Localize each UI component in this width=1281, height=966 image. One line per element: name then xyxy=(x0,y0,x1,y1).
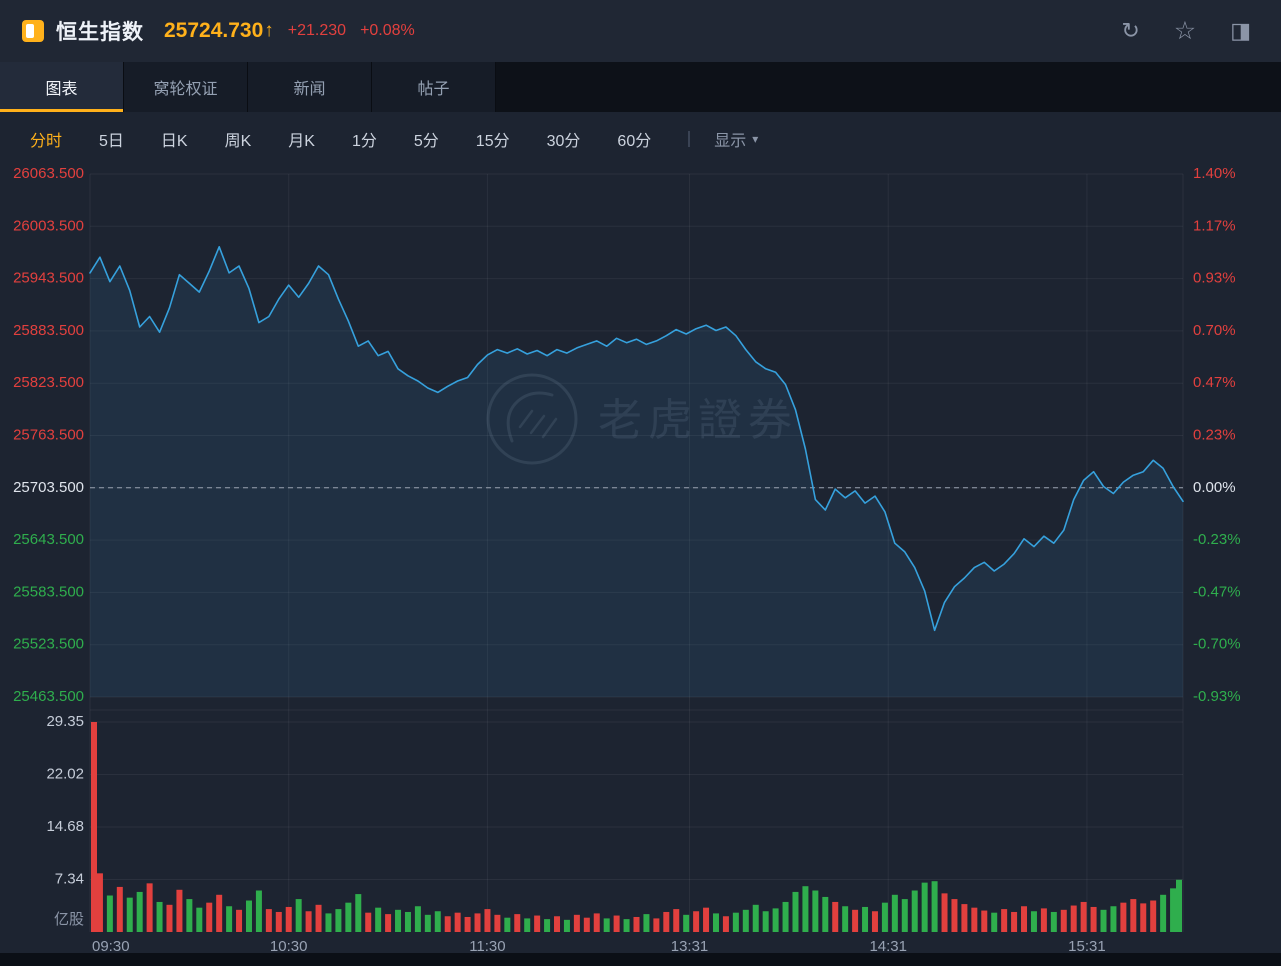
period-bar: 分时 5日 日K 周K 月K 1分 5分 15分 30分 60分 显示 ▾ xyxy=(0,112,1281,165)
separator xyxy=(688,130,691,147)
volume-axis-label: 22.02 xyxy=(46,765,84,782)
period-month-k[interactable]: 月K xyxy=(288,132,315,150)
x-axis-time-label: 11:30 xyxy=(469,938,505,955)
app-logo-icon xyxy=(22,20,44,42)
period-list: 分时 5日 日K 周K 月K 1分 5分 15分 30分 60分 xyxy=(30,127,688,151)
y-axis-price-label: 25583.500 xyxy=(13,583,84,600)
panel-toggle-icon[interactable]: ◨ xyxy=(1230,18,1251,43)
volume-axis-label: 14.68 xyxy=(46,818,84,835)
intraday-chart: 26063.500 1.40% 26003.500 1.17% 25943.500 0.9… xyxy=(0,165,1281,966)
price-area xyxy=(90,246,1183,698)
y-axis-price-label: 25523.500 xyxy=(13,636,84,653)
volume-axis-label: 29.35 xyxy=(46,713,84,730)
y-axis-price-label: 25763.500 xyxy=(13,426,84,443)
tab-chart-label: 图表 xyxy=(45,81,78,98)
caret-down-icon: ▾ xyxy=(752,131,759,146)
y-axis-percent-label: -0.47% xyxy=(1193,583,1241,600)
display-label: 显示 xyxy=(714,132,747,150)
tab-warrants[interactable]: 窝轮权证 xyxy=(124,62,248,112)
x-axis-time-label: 09:30 xyxy=(92,938,130,955)
tab-news-label: 新闻 xyxy=(293,81,326,98)
x-axis-time-label: 10:30 xyxy=(270,938,308,955)
refresh-icon[interactable]: ↻ xyxy=(1121,18,1140,43)
y-axis-percent-label: 0.93% xyxy=(1193,270,1236,287)
display-dropdown[interactable]: 显示 ▾ xyxy=(714,127,758,151)
y-axis-price-label: 26003.500 xyxy=(13,217,84,234)
period-intraday[interactable]: 分时 xyxy=(30,132,63,150)
period-60m[interactable]: 60分 xyxy=(617,132,652,150)
tab-posts[interactable]: 帖子 xyxy=(372,62,496,112)
volume-unit-label: 亿股 xyxy=(54,911,84,928)
period-5m[interactable]: 5分 xyxy=(413,132,439,150)
header-icons: ↻ ☆ ◨ xyxy=(1121,16,1259,45)
y-axis-percent-label: 1.17% xyxy=(1193,217,1236,234)
current-price: 25724.730 xyxy=(164,19,264,42)
x-axis-time-label: 13:31 xyxy=(671,938,709,955)
period-week-k[interactable]: 周K xyxy=(224,132,252,150)
period-15m[interactable]: 15分 xyxy=(475,132,510,150)
period-5d[interactable]: 5日 xyxy=(99,132,124,150)
favorite-star-icon[interactable]: ☆ xyxy=(1173,16,1197,45)
price-change-percent: +0.08% xyxy=(360,22,415,39)
x-axis-time-label: 15:31 xyxy=(1068,938,1106,955)
y-axis-percent-label: 0.00% xyxy=(1193,479,1236,496)
watermark-text: 老虎證券 xyxy=(598,396,798,445)
y-axis-price-label: 25943.500 xyxy=(13,270,84,287)
y-axis-price-label: 25463.500 xyxy=(13,688,84,705)
price-line xyxy=(89,246,1184,632)
index-title: 恒生指数 xyxy=(56,21,144,44)
y-axis-percent-label: 0.47% xyxy=(1193,374,1236,391)
tab-news[interactable]: 新闻 xyxy=(248,62,372,112)
y-axis-price-label: 25643.500 xyxy=(13,531,84,548)
tab-bar: 图表 窝轮权证 新闻 帖子 xyxy=(0,62,1281,112)
volume-axis-label: 7.34 xyxy=(55,870,84,887)
bottom-strip xyxy=(0,953,1281,966)
grid xyxy=(89,173,1184,932)
tab-warrants-label: 窝轮权证 xyxy=(153,81,218,98)
y-axis-percent-label: 1.40% xyxy=(1193,165,1236,182)
price-up-arrow-icon: ↑ xyxy=(264,20,274,41)
y-axis-percent-label: 0.70% xyxy=(1193,322,1236,339)
chart-area[interactable]: 26063.500 1.40% 26003.500 1.17% 25943.500 0.9… xyxy=(0,165,1281,966)
period-30m[interactable]: 30分 xyxy=(546,132,581,150)
y-axis-percent-label: -0.23% xyxy=(1193,531,1241,548)
x-axis-time-label: 14:31 xyxy=(869,938,907,955)
y-axis-price-label: 25703.500 xyxy=(13,479,84,496)
period-day-k[interactable]: 日K xyxy=(160,132,188,150)
price-change: +21.230 xyxy=(287,22,347,39)
header: 恒生指数 25724.730 ↑ +21.230 +0.08% ↻ ☆ ◨ xyxy=(0,0,1281,62)
y-axis-price-label: 26063.500 xyxy=(13,165,84,182)
watermark: 老虎證券 xyxy=(486,373,798,465)
y-axis-percent-label: 0.23% xyxy=(1193,426,1236,443)
y-axis-percent-label: -0.93% xyxy=(1193,688,1241,705)
y-axis-price-label: 25883.500 xyxy=(13,322,84,339)
tab-chart[interactable]: 图表 xyxy=(0,62,124,112)
tab-posts-label: 帖子 xyxy=(417,81,450,98)
y-axis-price-label: 25823.500 xyxy=(13,374,84,391)
volume-bars xyxy=(91,722,1182,932)
y-axis-percent-label: -0.70% xyxy=(1193,636,1241,653)
period-1m[interactable]: 1分 xyxy=(351,132,377,150)
